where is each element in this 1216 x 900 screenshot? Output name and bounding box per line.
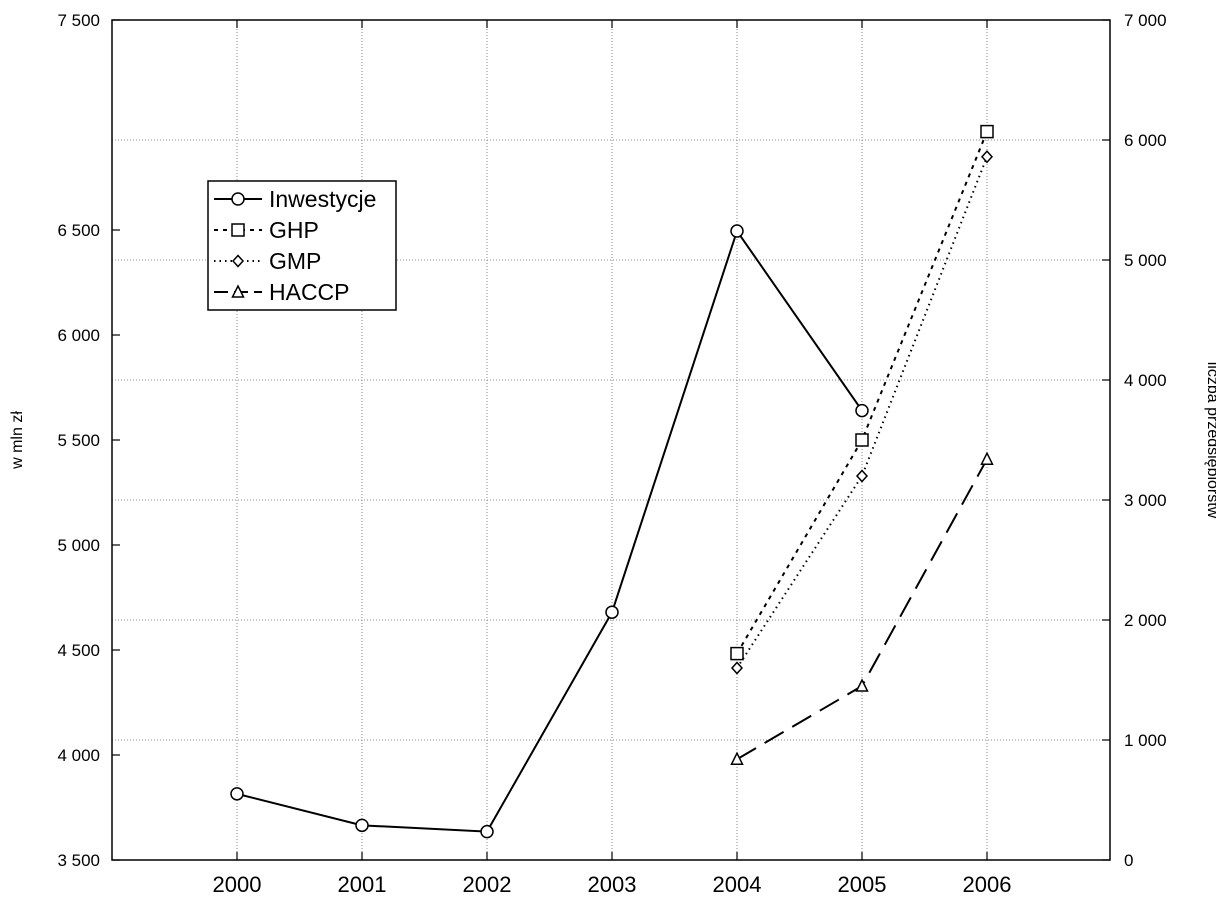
plot-area (111, 19, 1111, 861)
tick-label-left: 4 500 (57, 641, 100, 660)
left-axis-title: w mln zł (9, 411, 26, 470)
series-inwestycje (230, 224, 869, 839)
marker-circle (605, 605, 619, 619)
series-line (736, 131, 988, 655)
tick-label-left: 5 500 (57, 431, 100, 450)
marker-triangle (855, 678, 869, 692)
tick-label-x: 2002 (463, 872, 512, 897)
tick-label-x: 2003 (588, 872, 637, 897)
marker-diamond (980, 150, 994, 164)
legend-item-gmp: GMP (214, 248, 321, 274)
marker-triangle (231, 284, 245, 298)
legend-label: GHP (269, 217, 319, 243)
tick-label-right: 6 000 (1124, 131, 1167, 150)
tick-label-left: 6 000 (57, 326, 100, 345)
legend-item-haccp: HACCP (214, 279, 350, 305)
right-axis-title: liczba przedsiębiorstw (1204, 362, 1216, 519)
tick-label-left: 6 500 (57, 221, 100, 240)
tick-label-x: 2005 (838, 872, 887, 897)
tick-label-right: 4 000 (1124, 371, 1167, 390)
tick-label-right: 3 000 (1124, 491, 1167, 510)
tick-label-right: 7 000 (1124, 11, 1167, 30)
marker-square (231, 223, 245, 237)
legend-item-ghp: GHP (214, 217, 319, 243)
legend-label: HACCP (269, 279, 350, 305)
tick-label-x: 2004 (713, 872, 762, 897)
marker-diamond (855, 469, 869, 483)
tick-label-right: 5 000 (1124, 251, 1167, 270)
marker-square (980, 124, 994, 139)
series-line (736, 156, 988, 669)
marker-diamond (231, 254, 245, 268)
marker-circle (230, 787, 244, 801)
marker-diamond (730, 661, 744, 675)
legend: Inwestycje GHP GMP HACCP (207, 180, 397, 311)
tick-label-x: 2006 (963, 872, 1012, 897)
legend-label: Inwestycje (269, 186, 376, 212)
legend-items: Inwestycje GHP GMP HACCP (214, 186, 376, 305)
series-ghp (730, 124, 994, 661)
tick-label-left: 7 500 (57, 11, 100, 30)
legend-item-inwestycje: Inwestycje (214, 186, 376, 212)
tick-label-right: 2 000 (1124, 611, 1167, 630)
marker-square (730, 646, 744, 661)
marker-circle (855, 403, 869, 418)
legend-label: GMP (269, 248, 321, 274)
marker-circle (480, 824, 494, 839)
grid-lines (112, 20, 1110, 860)
tick-label-left: 4 000 (57, 746, 100, 765)
series-group (230, 124, 994, 839)
series-line (236, 228, 863, 833)
tick-label-left: 3 500 (57, 851, 100, 870)
series-line (736, 458, 988, 761)
tick-label-right: 0 (1124, 851, 1133, 870)
marker-circle (730, 224, 744, 238)
series-gmp (730, 150, 994, 675)
axis-ticks: 0 1 000 2 000 3 000 4 000 5 000 6 000 7 000 3 50… (57, 11, 1166, 897)
tick-label-x: 2000 (213, 872, 262, 897)
marker-square (855, 433, 869, 447)
tick-label-left: 5 000 (57, 536, 100, 555)
marker-triangle (730, 751, 744, 765)
marker-circle (355, 818, 369, 833)
tick-label-x: 2001 (338, 872, 387, 897)
series-haccp (730, 451, 994, 765)
marker-triangle (980, 451, 994, 465)
tick-label-right: 1 000 (1124, 731, 1167, 750)
marker-circle (231, 192, 245, 206)
